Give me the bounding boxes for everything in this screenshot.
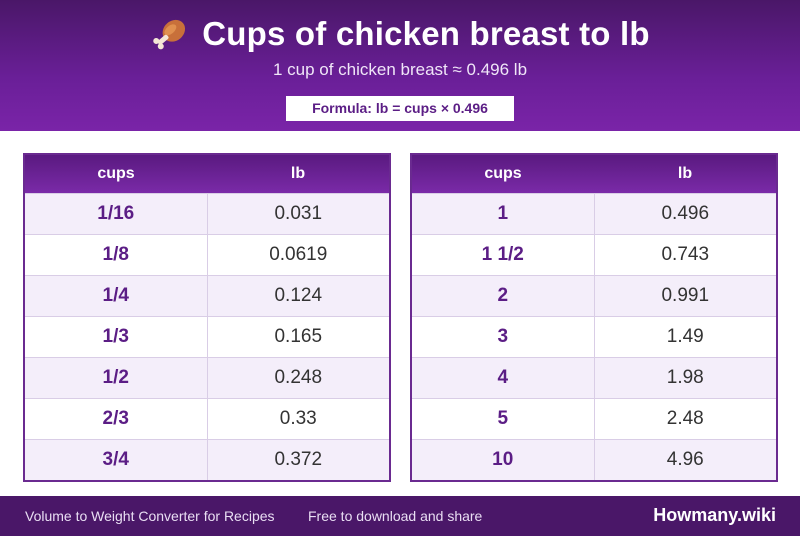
cups-cell: 4 — [412, 358, 595, 398]
cups-cell: 1/8 — [25, 235, 208, 275]
table-row: 2/3 0.33 — [25, 398, 389, 439]
conversion-table-left: cups lb 1/16 0.031 1/8 0.0619 1/4 0.124 1/3… — [23, 153, 391, 482]
table-row: 1 0.496 — [412, 193, 776, 234]
table-row: 1/4 0.124 — [25, 275, 389, 316]
table-header: cups lb — [25, 155, 389, 193]
table-row: 1/16 0.031 — [25, 193, 389, 234]
header-banner: Cups of chicken breast to lb 1 cup of ch… — [0, 0, 800, 131]
conversion-table-right: cups lb 1 0.496 1 1/2 0.743 2 0.991 3 1.49 4… — [410, 153, 778, 482]
lb-cell: 0.248 — [274, 367, 323, 388]
cups-cell: 1/16 — [25, 194, 208, 234]
lb-cell: 2.48 — [666, 408, 704, 429]
lb-cell: 0.124 — [274, 285, 323, 306]
cups-cell: 2 — [412, 276, 595, 316]
drumstick-icon — [153, 19, 186, 50]
table-body: 1/16 0.031 1/8 0.0619 1/4 0.124 1/3 0.165 1/… — [25, 193, 389, 480]
header-cups: cups — [97, 165, 135, 182]
lb-cell: 0.0619 — [269, 244, 328, 265]
footer-tagline: Volume to Weight Converter for Recipes — [25, 508, 275, 524]
conversion-subtitle: 1 cup of chicken breast ≈ 0.496 lb — [272, 60, 528, 79]
cups-cell: 3/4 — [25, 440, 208, 480]
cups-cell: 10 — [412, 440, 595, 480]
table-body: 1 0.496 1 1/2 0.743 2 0.991 3 1.49 4 1.98 5 2.… — [412, 193, 776, 480]
cups-cell: 1 1/2 — [412, 235, 595, 275]
table-row: 3/4 0.372 — [25, 439, 389, 480]
cups-cell: 1/3 — [25, 317, 208, 357]
header-cups: cups — [484, 165, 522, 182]
cups-cell: 2/3 — [25, 399, 208, 439]
brand-logo[interactable]: Howmany.wiki — [653, 505, 776, 525]
table-row: 1 1/2 0.743 — [412, 234, 776, 275]
formula-badge: Formula: lb = cups × 0.496 — [286, 96, 514, 121]
table-row: 2 0.991 — [412, 275, 776, 316]
lb-cell: 0.991 — [661, 285, 710, 306]
table-row: 4 1.98 — [412, 357, 776, 398]
lb-cell: 0.743 — [661, 244, 710, 265]
table-row: 3 1.49 — [412, 316, 776, 357]
lb-cell: 0.165 — [274, 326, 323, 347]
header-lb: lb — [677, 165, 693, 182]
table-row: 5 2.48 — [412, 398, 776, 439]
table-header: cups lb — [412, 155, 776, 193]
lb-cell: 0.031 — [274, 203, 323, 224]
lb-cell: 1.98 — [666, 367, 704, 388]
table-row: 10 4.96 — [412, 439, 776, 480]
table-row: 1/2 0.248 — [25, 357, 389, 398]
footer-share-note: Free to download and share — [308, 508, 483, 524]
lb-cell: 4.96 — [666, 449, 704, 470]
cups-cell: 3 — [412, 317, 595, 357]
header-lb: lb — [290, 165, 306, 182]
footer-bar: Volume to Weight Converter for Recipes F… — [0, 496, 800, 536]
cups-cell: 1 — [412, 194, 595, 234]
cups-cell: 5 — [412, 399, 595, 439]
cups-cell: 1/2 — [25, 358, 208, 398]
cups-cell: 1/4 — [25, 276, 208, 316]
table-row: 1/8 0.0619 — [25, 234, 389, 275]
lb-cell: 0.33 — [279, 408, 317, 429]
lb-cell: 1.49 — [666, 326, 704, 347]
page-title: Cups of chicken breast to lb — [202, 15, 650, 52]
title-row: Cups of chicken breast to lb — [0, 14, 800, 54]
lb-cell: 0.372 — [274, 449, 323, 470]
lb-cell: 0.496 — [661, 203, 710, 224]
table-row: 1/3 0.165 — [25, 316, 389, 357]
